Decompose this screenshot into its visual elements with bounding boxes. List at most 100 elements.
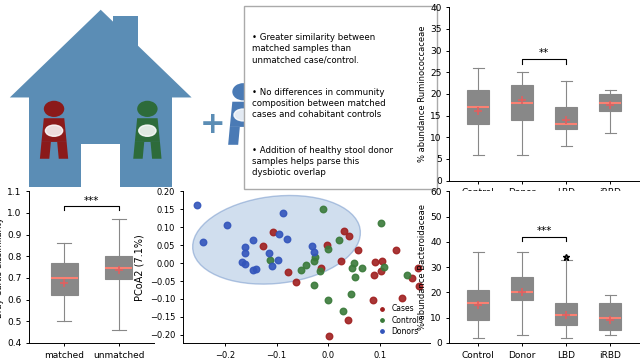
Point bbox=[353, 247, 363, 253]
Point bbox=[192, 202, 202, 208]
Point bbox=[296, 268, 306, 273]
Y-axis label: % abundance Bacteroidaceae: % abundance Bacteroidaceae bbox=[419, 204, 428, 330]
PathPatch shape bbox=[467, 90, 489, 124]
Point bbox=[248, 238, 258, 243]
Ellipse shape bbox=[234, 109, 252, 121]
Point bbox=[347, 265, 358, 270]
Point bbox=[345, 291, 356, 297]
Point bbox=[412, 265, 422, 271]
Point bbox=[307, 243, 317, 249]
Polygon shape bbox=[42, 118, 67, 142]
Polygon shape bbox=[230, 102, 257, 127]
Point bbox=[324, 333, 334, 339]
PathPatch shape bbox=[555, 107, 577, 129]
Point bbox=[378, 264, 388, 270]
Circle shape bbox=[232, 83, 254, 100]
Point bbox=[349, 260, 359, 265]
Text: **: ** bbox=[539, 48, 549, 58]
Point bbox=[343, 233, 354, 239]
Ellipse shape bbox=[193, 196, 360, 284]
Point bbox=[402, 272, 412, 278]
Point bbox=[343, 317, 354, 323]
Point bbox=[376, 268, 386, 274]
Point bbox=[413, 284, 424, 290]
Polygon shape bbox=[228, 127, 240, 145]
Point bbox=[370, 259, 380, 265]
Point bbox=[368, 297, 378, 303]
Text: • Greater similarity between
matched samples than
unmatched case/control.: • Greater similarity between matched sam… bbox=[252, 33, 375, 64]
Polygon shape bbox=[150, 142, 162, 159]
Y-axis label: % abundance Ruminococcaceae: % abundance Ruminococcaceae bbox=[419, 26, 428, 162]
Point bbox=[376, 220, 386, 226]
Point bbox=[315, 268, 325, 274]
Point bbox=[240, 244, 250, 250]
PathPatch shape bbox=[599, 303, 621, 330]
Point bbox=[282, 236, 292, 242]
FancyBboxPatch shape bbox=[30, 97, 172, 187]
Point bbox=[283, 269, 293, 275]
Y-axis label: PCoA2 (7.1%): PCoA2 (7.1%) bbox=[134, 234, 144, 300]
Point bbox=[397, 295, 408, 301]
Point bbox=[237, 260, 247, 265]
Point bbox=[274, 231, 284, 237]
Point bbox=[377, 258, 387, 264]
Ellipse shape bbox=[139, 125, 156, 136]
Point bbox=[318, 206, 329, 212]
PathPatch shape bbox=[511, 85, 533, 120]
PathPatch shape bbox=[51, 263, 78, 295]
Point bbox=[309, 249, 319, 255]
Point bbox=[357, 266, 367, 271]
Point bbox=[264, 251, 274, 256]
Y-axis label: Bray-Curtis dissimilarity: Bray-Curtis dissimilarity bbox=[0, 217, 4, 318]
Point bbox=[266, 263, 277, 269]
Point bbox=[338, 309, 348, 314]
Point bbox=[258, 243, 268, 249]
Point bbox=[310, 255, 320, 260]
Point bbox=[291, 279, 301, 285]
Circle shape bbox=[44, 101, 64, 117]
Ellipse shape bbox=[46, 125, 63, 136]
Legend: Cases, Controls, Donors: Cases, Controls, Donors bbox=[372, 301, 426, 339]
Text: ***: *** bbox=[84, 196, 99, 206]
Polygon shape bbox=[135, 118, 160, 142]
Point bbox=[222, 222, 232, 228]
Polygon shape bbox=[57, 142, 68, 159]
Point bbox=[273, 257, 283, 262]
FancyBboxPatch shape bbox=[244, 6, 437, 189]
PathPatch shape bbox=[105, 256, 132, 279]
Point bbox=[198, 239, 208, 245]
Text: • Addition of healthy stool donor
samples helps parse this
dysbiotic overlap: • Addition of healthy stool donor sample… bbox=[252, 146, 393, 177]
Point bbox=[309, 258, 319, 264]
Point bbox=[309, 283, 320, 288]
Point bbox=[268, 229, 279, 235]
Text: ***: *** bbox=[537, 226, 551, 236]
Circle shape bbox=[137, 101, 157, 117]
Point bbox=[251, 266, 261, 272]
Point bbox=[391, 247, 401, 253]
PathPatch shape bbox=[599, 94, 621, 111]
Point bbox=[323, 297, 333, 303]
Point bbox=[322, 246, 333, 252]
Point bbox=[339, 228, 349, 234]
Point bbox=[240, 251, 250, 256]
Point bbox=[407, 275, 417, 281]
Point bbox=[369, 272, 379, 278]
Point bbox=[300, 262, 311, 268]
Polygon shape bbox=[134, 142, 144, 159]
Point bbox=[240, 261, 250, 267]
Point bbox=[277, 210, 288, 216]
Polygon shape bbox=[10, 10, 191, 97]
Point bbox=[248, 267, 258, 273]
Point bbox=[316, 265, 326, 271]
FancyBboxPatch shape bbox=[81, 144, 120, 187]
Point bbox=[322, 242, 333, 248]
Point bbox=[334, 237, 344, 243]
Text: • No differences in community
composition between matched
cases and cohabitant c: • No differences in community compositio… bbox=[252, 88, 386, 119]
PathPatch shape bbox=[511, 277, 533, 300]
Polygon shape bbox=[247, 127, 258, 145]
Polygon shape bbox=[40, 142, 51, 159]
Text: +: + bbox=[200, 110, 225, 139]
Point bbox=[350, 274, 360, 279]
Point bbox=[265, 257, 275, 262]
FancyBboxPatch shape bbox=[113, 16, 137, 51]
